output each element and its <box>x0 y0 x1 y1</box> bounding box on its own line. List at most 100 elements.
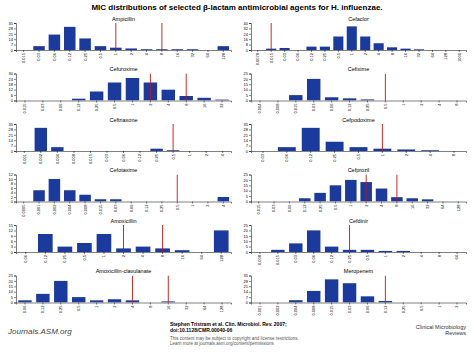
x-tick: 16 <box>166 303 171 310</box>
x-tick-label: 0.12 <box>67 52 72 61</box>
x-tick: 4 <box>220 151 225 156</box>
bar <box>445 151 463 152</box>
x-tick-label: 1 <box>349 52 354 55</box>
y-tick-label: 0 <box>11 149 14 154</box>
y-tick-label: 28 <box>244 279 249 284</box>
x-tick-mark <box>192 50 193 52</box>
bar <box>432 100 445 101</box>
x-tick-mark <box>156 151 157 153</box>
y-tick-mark <box>14 303 16 304</box>
x-tick-mark <box>432 50 433 52</box>
y-tick-label: 5 <box>246 93 249 98</box>
reference-line <box>161 23 162 50</box>
x-axis-line <box>17 253 232 255</box>
x-tick-label: 16 <box>180 254 185 259</box>
x-tick-mark <box>106 151 107 153</box>
x-tick-mark <box>365 50 366 52</box>
y-tick-mark <box>249 135 251 136</box>
y-tick-label: 5 <box>246 194 249 199</box>
x-tick: 4 <box>376 50 381 55</box>
annotation-line: Reviews <box>445 330 466 336</box>
bar <box>194 252 209 253</box>
y-tick-mark <box>14 281 16 282</box>
x-tick-mark <box>78 101 79 103</box>
x-tick-mark <box>367 303 368 305</box>
y-tick: 8 <box>11 181 16 186</box>
bar <box>333 37 343 51</box>
y-tick-label: 2 <box>11 195 14 200</box>
panel-title: Cefaclor <box>348 16 369 22</box>
plot-area <box>299 175 433 202</box>
x-tick-label: 64 <box>430 52 435 57</box>
x-tick: 8 <box>148 303 153 308</box>
y-tick-label: 28 <box>9 127 14 132</box>
bar <box>202 50 214 51</box>
x-tick-mark <box>367 252 368 254</box>
x-tick-label: 0.25 <box>62 254 67 263</box>
x-tick: 0.5 <box>383 101 388 110</box>
x-tick: 0.002 <box>52 202 57 215</box>
y-tick: 21 <box>9 133 16 138</box>
y-tick: 12 <box>9 87 16 92</box>
x-tick-label: 0.015 <box>256 204 261 215</box>
y-tick: 0 <box>246 98 251 103</box>
x-tick-mark <box>103 252 104 254</box>
y-axis-line <box>249 276 252 303</box>
x-tick-mark <box>192 202 193 204</box>
x-tick: 4 <box>221 202 226 207</box>
x-tick-label: 0.12 <box>309 52 314 61</box>
y-tick-label: 0 <box>11 250 14 255</box>
y-tick-label: 25 <box>244 223 249 228</box>
y-tick: 18 <box>9 82 16 87</box>
bar <box>397 302 410 303</box>
x-tick-label: 0.06 <box>365 305 370 314</box>
bar <box>374 43 384 50</box>
x-tick-label: 0.008 <box>311 305 316 316</box>
y-tick: 5 <box>246 244 251 249</box>
bar <box>432 252 445 253</box>
bar <box>54 281 67 303</box>
x-tick-label: 8 <box>148 305 153 308</box>
y-axis-line <box>249 24 252 51</box>
x-tick: 0.008 <box>83 202 88 215</box>
plot-area <box>271 225 410 252</box>
x-tick-label: 0.06 <box>22 305 27 314</box>
x-tick-label: 1 <box>401 103 406 106</box>
x-tick: 1 <box>380 151 385 156</box>
x-tick-mark <box>421 101 422 103</box>
y-tick-mark <box>249 129 251 130</box>
x-tick-label: 0.06 <box>121 153 126 162</box>
panel: 05101520250.060.120.250.51248163264128 <box>9 273 232 313</box>
x-tick-mark <box>331 252 332 254</box>
y-tick-label: 20 <box>244 77 249 82</box>
x-tick-label: 0.5 <box>333 204 338 210</box>
x-tick-mark <box>204 303 205 305</box>
y-tick-mark <box>14 39 16 40</box>
x-tick: 1 <box>401 101 406 106</box>
x-tick-label: 0.5 <box>336 52 341 58</box>
bar <box>117 151 129 152</box>
bar <box>414 302 427 303</box>
bar <box>90 92 103 101</box>
y-tick-label: 20 <box>244 178 249 183</box>
bar <box>95 199 107 201</box>
bar <box>95 46 107 50</box>
y-tick-mark <box>249 281 251 282</box>
bar <box>406 198 418 201</box>
x-tick-mark <box>78 303 79 305</box>
bar <box>350 147 368 151</box>
bar <box>134 151 146 152</box>
x-tick-mark <box>403 252 404 254</box>
bar <box>141 201 153 202</box>
y-tick-mark <box>249 252 251 253</box>
bar <box>360 37 370 51</box>
x-tick-label: 0.03 <box>260 153 265 162</box>
y-tick-mark <box>14 135 16 136</box>
x-tick-label: 0.06 <box>52 52 57 61</box>
bar <box>18 252 33 253</box>
y-axis-line <box>249 74 252 101</box>
x-tick-mark <box>25 252 26 254</box>
x-tick: 1 <box>349 50 354 55</box>
x-tick-mark <box>161 202 162 204</box>
x-tick-mark <box>131 202 132 204</box>
